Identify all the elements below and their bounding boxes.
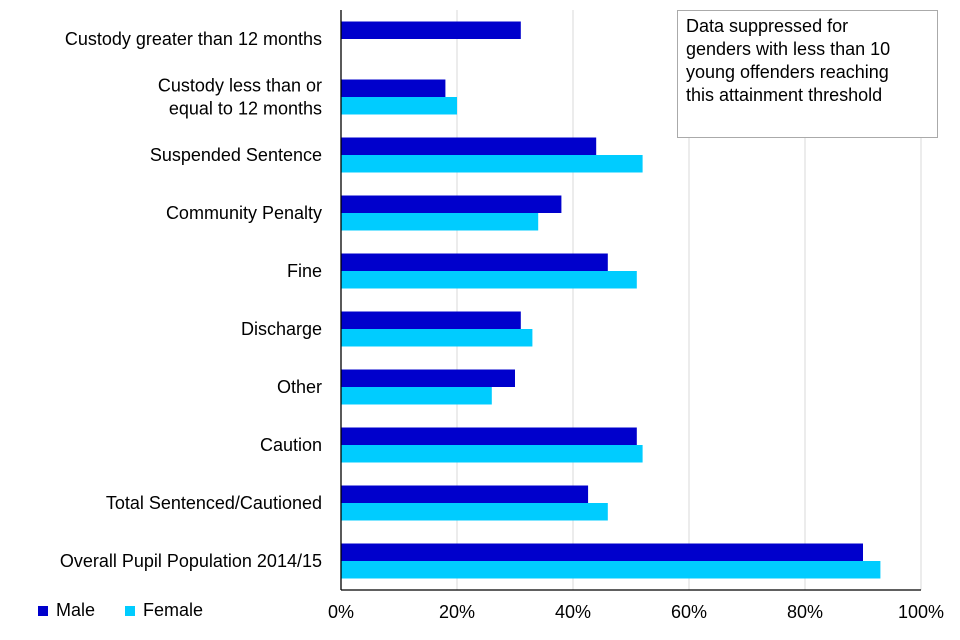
legend-swatch-female <box>125 605 136 616</box>
legend: Male Female <box>38 600 203 621</box>
bar-male <box>341 79 446 97</box>
bar-female <box>341 561 881 579</box>
bar-male <box>341 543 863 561</box>
bar-male <box>341 21 521 39</box>
x-tick-label: 80% <box>787 602 823 622</box>
bar-female <box>341 387 492 405</box>
bar-male <box>341 311 521 329</box>
x-tick-label: 100% <box>898 602 944 622</box>
x-tick-label: 0% <box>328 602 354 622</box>
bar-male <box>341 485 589 503</box>
annotation-line: young offenders reaching <box>686 62 889 82</box>
annotation-line: Data suppressed for <box>686 16 849 36</box>
bar-female <box>341 97 457 115</box>
annotation-line: this attainment threshold <box>686 85 883 105</box>
category-label: equal to 12 months <box>169 99 322 119</box>
category-label: Fine <box>287 261 322 281</box>
bar-male <box>341 369 515 387</box>
category-label: Total Sentenced/Cautioned <box>106 493 322 513</box>
bar-male <box>341 253 608 271</box>
bar-male <box>341 137 597 155</box>
category-label: Suspended Sentence <box>150 145 322 165</box>
category-label: Other <box>277 377 322 397</box>
legend-swatch-male <box>38 605 48 616</box>
category-label: Custody less than or <box>158 76 322 96</box>
x-tick-label: 40% <box>555 602 591 622</box>
legend-label-male: Male <box>56 600 96 620</box>
legend-item-male: Male <box>38 600 95 621</box>
bar-male <box>341 195 562 213</box>
bar-female <box>341 445 643 463</box>
category-label: Discharge <box>241 319 322 339</box>
category-label: Caution <box>260 435 322 455</box>
bar-female <box>341 155 643 173</box>
x-tick-label: 60% <box>671 602 707 622</box>
annotation-box: Data suppressed for genders with less th… <box>677 10 938 138</box>
bar-female <box>341 503 608 521</box>
bar-male <box>341 427 637 445</box>
bar-female <box>341 213 539 231</box>
legend-item-female: Female <box>125 600 203 621</box>
bar-female <box>341 271 637 289</box>
legend-label-female: Female <box>143 600 204 620</box>
bar-female <box>341 329 533 347</box>
annotation-line: genders with less than 10 <box>686 39 891 59</box>
category-label: Overall Pupil Population 2014/15 <box>60 551 322 571</box>
category-label: Community Penalty <box>166 203 322 223</box>
x-tick-label: 20% <box>439 602 475 622</box>
category-label: Custody greater than 12 months <box>65 29 322 49</box>
